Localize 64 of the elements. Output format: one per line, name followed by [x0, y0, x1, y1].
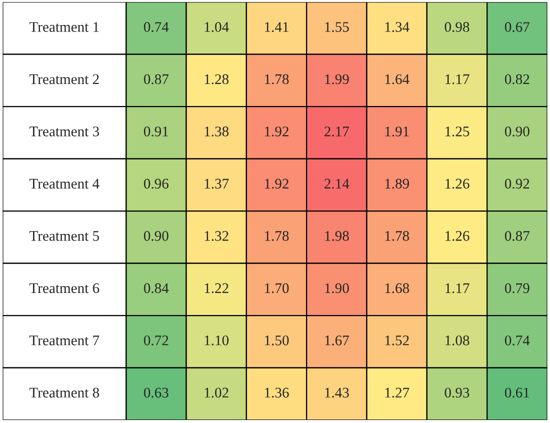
data-label: 1.64: [385, 74, 410, 84]
y-tick-label: Treatment 5: [30, 231, 100, 241]
data-label: 1.78: [385, 231, 410, 241]
data-label: 1.22: [204, 283, 228, 294]
data-label: 1.43: [325, 388, 349, 398]
data-label: 1.32: [204, 231, 228, 241]
data-label: 0.61: [504, 388, 530, 398]
data-label: 1.37: [204, 178, 229, 189]
data-label: 0.98: [444, 22, 470, 32]
data-label: 1.99: [325, 74, 349, 84]
data-label: 1.36: [265, 388, 289, 398]
y-tick-label: Treatment 3: [30, 126, 100, 136]
data-label: 0.90: [504, 126, 530, 136]
data-label: 0.90: [144, 231, 168, 241]
data-label: 2.17: [324, 126, 350, 136]
data-label: 1.25: [446, 126, 470, 136]
data-label: 1.67: [325, 336, 350, 346]
data-label: 1.92: [265, 126, 288, 136]
data-label: 1.26: [446, 178, 470, 189]
data-label: 0.92: [504, 178, 530, 189]
data-label: 0.67: [504, 22, 530, 32]
data-label: 1.17: [446, 74, 470, 84]
data-label: 1.55: [325, 22, 349, 32]
data-label: 0.96: [144, 178, 168, 189]
data-label: 0.74: [504, 335, 530, 346]
y-tick-label: Treatment 6: [30, 283, 100, 294]
data-label: 0.72: [144, 335, 168, 346]
y-tick-label: Treatment 1: [30, 22, 99, 32]
y-tick-label: Treatment 2: [30, 74, 99, 84]
data-label: 1.10: [204, 335, 229, 346]
data-label: 0.63: [144, 388, 168, 398]
data-label: 1.17: [446, 283, 470, 294]
data-label: 0.82: [504, 74, 530, 84]
y-tick-label: Treatment 8: [30, 388, 100, 398]
data-label: 1.78: [265, 231, 289, 241]
data-label: 1.34: [385, 22, 410, 32]
y-tick-label: Treatment 7: [30, 336, 100, 346]
data-label: 0.87: [504, 231, 530, 241]
data-label: 0.87: [144, 74, 169, 84]
data-label: 1.41: [265, 22, 288, 32]
data-label: 1.08: [446, 335, 470, 346]
data-label: 1.91: [385, 126, 409, 136]
data-label: 1.52: [385, 336, 409, 346]
y-tick-label: Treatment 4: [30, 178, 100, 189]
data-label: 1.92: [265, 178, 288, 189]
data-label: 1.04: [204, 22, 229, 32]
data-label: 1.50: [265, 335, 289, 346]
data-label: 1.02: [204, 388, 228, 398]
data-label: 2.14: [324, 178, 350, 189]
data-label: 1.28: [204, 74, 229, 84]
data-label: 1.78: [265, 74, 289, 84]
data-label: 0.79: [504, 283, 530, 294]
data-label: 0.74: [144, 22, 169, 32]
data-label: 1.38: [204, 126, 229, 136]
data-label: 1.27: [385, 388, 410, 398]
data-label: 1.68: [385, 283, 410, 294]
data-label: 0.93: [444, 388, 470, 398]
data-label: 0.91: [144, 126, 168, 136]
data-label: 1.70: [265, 283, 289, 294]
data-label: 1.90: [325, 283, 349, 294]
data-label: 1.89: [385, 178, 409, 189]
data-label: 1.26: [446, 231, 470, 241]
data-label: 0.84: [144, 283, 169, 294]
data-label: 1.98: [325, 231, 349, 241]
